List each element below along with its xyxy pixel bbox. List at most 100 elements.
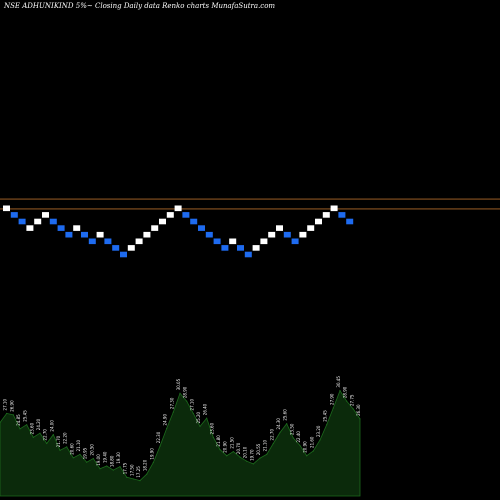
volume-point <box>346 400 348 402</box>
volume-point <box>332 407 334 409</box>
renko-brick-down <box>213 238 221 245</box>
renko-brick-down <box>198 225 205 231</box>
renko-brick-down <box>10 212 18 218</box>
volume-point <box>106 465 108 467</box>
volume-point <box>46 442 48 445</box>
volume-point <box>219 449 221 451</box>
renko-brick-up <box>42 212 49 218</box>
volume-label: 24.85 <box>16 414 21 426</box>
volume-point <box>39 432 41 434</box>
volume-label: 23.50 <box>289 423 294 435</box>
volume-point <box>272 442 274 445</box>
volume-label: 20.60 <box>69 443 74 455</box>
volume-point <box>126 476 128 478</box>
volume-point <box>86 461 88 463</box>
renko-brick-up <box>26 225 34 231</box>
renko-brick-down <box>65 231 73 238</box>
volume-label: 30.05 <box>176 378 181 390</box>
volume-label: 20.55 <box>256 443 261 455</box>
volume-label: 24.00 <box>49 420 54 432</box>
volume-point <box>32 436 34 438</box>
renko-brick-down <box>221 245 229 251</box>
volume-point <box>146 473 148 475</box>
renko-brick-up <box>299 231 307 238</box>
volume-point <box>199 425 201 427</box>
volume-point <box>279 431 281 434</box>
volume-label: 22.30 <box>156 431 161 443</box>
volume-label: 21.10 <box>263 439 268 451</box>
renko-brick-down <box>283 231 291 238</box>
volume-label: 22.20 <box>63 432 68 444</box>
volume-point <box>6 412 8 415</box>
renko-brick-up <box>307 225 315 231</box>
volume-point <box>326 424 328 426</box>
volume-point <box>299 444 301 447</box>
volume-label: 21.70 <box>56 435 61 447</box>
renko-brick-up <box>34 218 42 225</box>
volume-label: 30.45 <box>336 376 341 388</box>
volume-point <box>79 453 81 455</box>
renko-brick-down <box>88 238 96 245</box>
volume-label: 28.90 <box>343 386 348 398</box>
volume-point <box>306 455 308 457</box>
volume-label: 19.70 <box>249 449 254 461</box>
reference-lines <box>0 198 500 210</box>
renko-brick-up <box>322 212 330 218</box>
renko-brick-down <box>57 225 65 231</box>
volume-point <box>212 436 214 438</box>
renko-brick-up <box>268 231 276 238</box>
renko-brick-down <box>346 218 354 225</box>
volume-point <box>286 423 288 425</box>
renko-brick-up <box>330 205 338 212</box>
renko-brick-up <box>252 245 260 251</box>
volume-label: 27.10 <box>3 399 8 411</box>
volume-label: 25.60 <box>283 409 288 421</box>
volume-label: 26.30 <box>356 404 361 416</box>
volume-point <box>112 469 114 471</box>
volume-label: 23.20 <box>316 425 321 437</box>
volume-point <box>139 480 141 482</box>
volume-point <box>339 389 341 392</box>
volume-point <box>152 461 154 464</box>
volume-label: 19.00 <box>96 454 101 466</box>
volume-point <box>179 392 181 394</box>
renko-brick-down <box>291 238 299 245</box>
volume-point <box>52 433 54 436</box>
renko-brick-up <box>166 212 174 218</box>
volume-label: 24.90 <box>163 414 168 426</box>
volume-point <box>192 412 194 415</box>
volume-point <box>312 450 314 452</box>
volume-label: 20.90 <box>223 441 228 453</box>
volume-label: 25.75 <box>0 408 1 420</box>
renko-brick-down <box>112 245 120 251</box>
volume-label: 19.95 <box>83 447 88 459</box>
renko-brick-down <box>81 231 88 238</box>
volume-point <box>172 411 174 413</box>
renko-brick-up <box>96 231 104 238</box>
volume-label: 18.80 <box>109 455 114 467</box>
volume-label: 26.90 <box>9 400 14 412</box>
volume-point <box>99 468 101 470</box>
volume-point <box>266 453 268 455</box>
volume-label: 28.90 <box>183 386 188 398</box>
volume-label: 23.60 <box>29 422 34 434</box>
renko-brick-down <box>244 251 252 258</box>
volume-label: 17.75 <box>123 462 128 474</box>
renko-brick-up <box>151 225 159 231</box>
volume-label: 18.20 <box>143 459 148 471</box>
volume-label: 19.30 <box>116 452 121 464</box>
volume-label: 26.40 <box>203 403 208 415</box>
volume-point <box>59 449 61 451</box>
volume-label: 27.75 <box>349 394 354 406</box>
volume-point <box>19 428 21 430</box>
volume-point <box>92 457 94 460</box>
volume-label: 25.45 <box>23 410 28 422</box>
volume-label: 20.70 <box>236 442 241 454</box>
renko-brick-down <box>120 251 127 258</box>
renko-brick-up <box>73 225 81 231</box>
volume-point <box>159 445 161 447</box>
volume-label: 25.45 <box>323 410 328 422</box>
renko-brick-down <box>18 218 26 225</box>
volume-point <box>206 417 208 419</box>
volume-label: 27.90 <box>329 393 334 405</box>
